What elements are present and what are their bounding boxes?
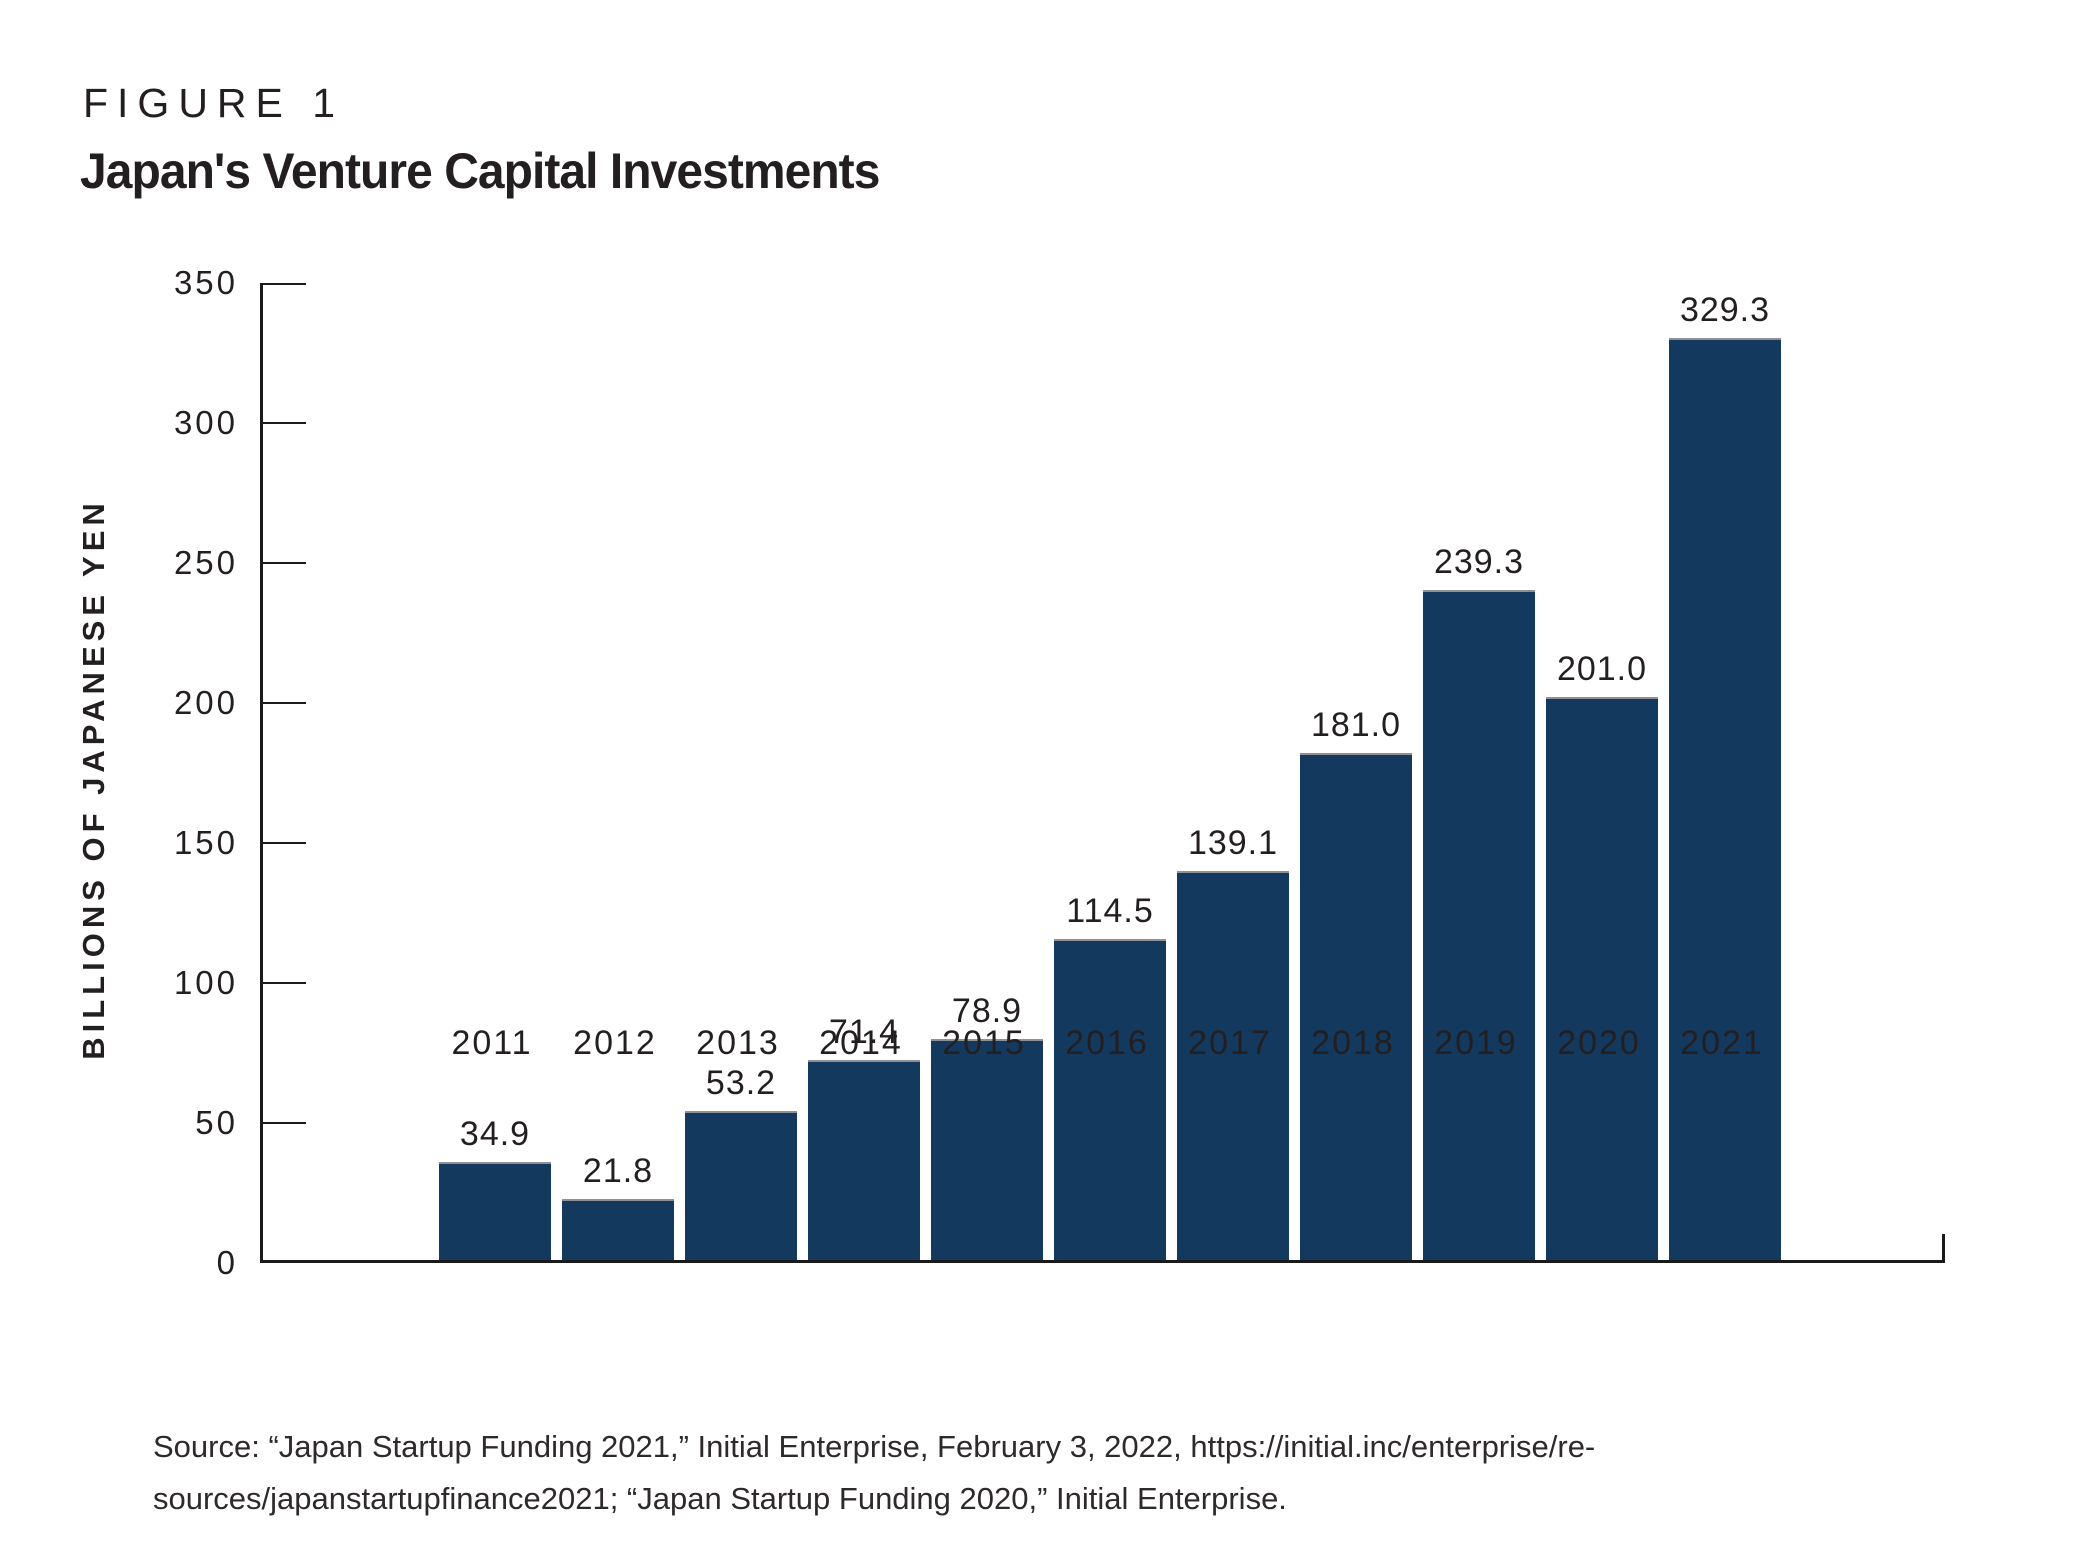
bar-2013 xyxy=(685,1111,797,1260)
x-tick-label: 2021 xyxy=(1680,1024,1764,1062)
y-tick-mark xyxy=(263,842,306,844)
x-tick-label: 2017 xyxy=(1188,1024,1272,1062)
y-tick-label: 100 xyxy=(173,964,238,1001)
y-tick-label: 300 xyxy=(173,404,238,441)
x-axis-end-tick xyxy=(1942,1234,1945,1260)
bar-value-label: 114.5 xyxy=(1066,892,1154,930)
bar-2021 xyxy=(1669,338,1781,1260)
bar-2014 xyxy=(808,1060,920,1260)
bar-value-label: 78.9 xyxy=(951,992,1023,1030)
x-tick-label: 2011 xyxy=(451,1024,533,1062)
y-tick-label: 150 xyxy=(173,824,238,861)
source-note-line-2: sources/japanstartupfinance2021; “Japan … xyxy=(153,1481,1287,1516)
bar-value-label: 21.8 xyxy=(582,1152,654,1190)
bar-2019 xyxy=(1423,590,1535,1260)
y-tick-mark xyxy=(263,422,306,424)
y-tick-mark xyxy=(263,562,306,564)
bar-value-label: 201.0 xyxy=(1556,650,1648,688)
figure-title: Japan's Venture Capital Investments xyxy=(80,143,880,199)
x-tick-label: 2014 xyxy=(819,1024,903,1062)
y-tick-label: 0 xyxy=(216,1244,238,1281)
source-note-line-1: Source: “Japan Startup Funding 2021,” In… xyxy=(153,1429,1596,1464)
x-tick-label: 2013 xyxy=(696,1024,780,1062)
source-note: Source: “Japan Startup Funding 2021,” In… xyxy=(153,1421,1953,1525)
y-tick-label: 250 xyxy=(173,544,238,581)
bar-value-label: 34.9 xyxy=(459,1115,531,1153)
bar-2015 xyxy=(931,1039,1043,1260)
bar-value-label: 53.2 xyxy=(705,1064,777,1102)
x-tick-label: 2019 xyxy=(1434,1024,1518,1062)
bar-value-label: 71.4 xyxy=(828,1013,900,1051)
y-tick-mark xyxy=(263,283,306,285)
bar-value-label: 239.3 xyxy=(1433,543,1525,581)
bar-2011 xyxy=(439,1162,551,1260)
figure-kicker: FIGURE 1 xyxy=(83,80,345,126)
x-tick-label: 2018 xyxy=(1311,1024,1395,1062)
bar-2018 xyxy=(1300,753,1412,1260)
plot-area: 34.9 21.8 53.2 71.4 78.9 114.5 139.1 181.0 239.3… xyxy=(260,283,1945,1263)
y-tick-label: 200 xyxy=(173,684,238,721)
x-tick-label: 2016 xyxy=(1065,1024,1149,1062)
bar-2016 xyxy=(1054,939,1166,1260)
x-tick-label: 2020 xyxy=(1557,1024,1641,1062)
x-tick-label: 2015 xyxy=(942,1024,1026,1062)
y-tick-mark xyxy=(263,702,306,704)
y-tick-mark xyxy=(263,1122,306,1124)
bar-value-label: 329.3 xyxy=(1679,291,1771,329)
bar-2012 xyxy=(562,1199,674,1260)
y-tick-mark xyxy=(263,982,306,984)
bar-value-label: 181.0 xyxy=(1310,706,1402,744)
bar-2017 xyxy=(1177,871,1289,1260)
x-tick-label: 2012 xyxy=(573,1024,657,1062)
y-tick-label: 50 xyxy=(195,1104,238,1141)
bar-2020 xyxy=(1546,697,1658,1260)
bar-value-label: 139.1 xyxy=(1187,824,1279,862)
y-tick-label: 350 xyxy=(173,264,238,301)
